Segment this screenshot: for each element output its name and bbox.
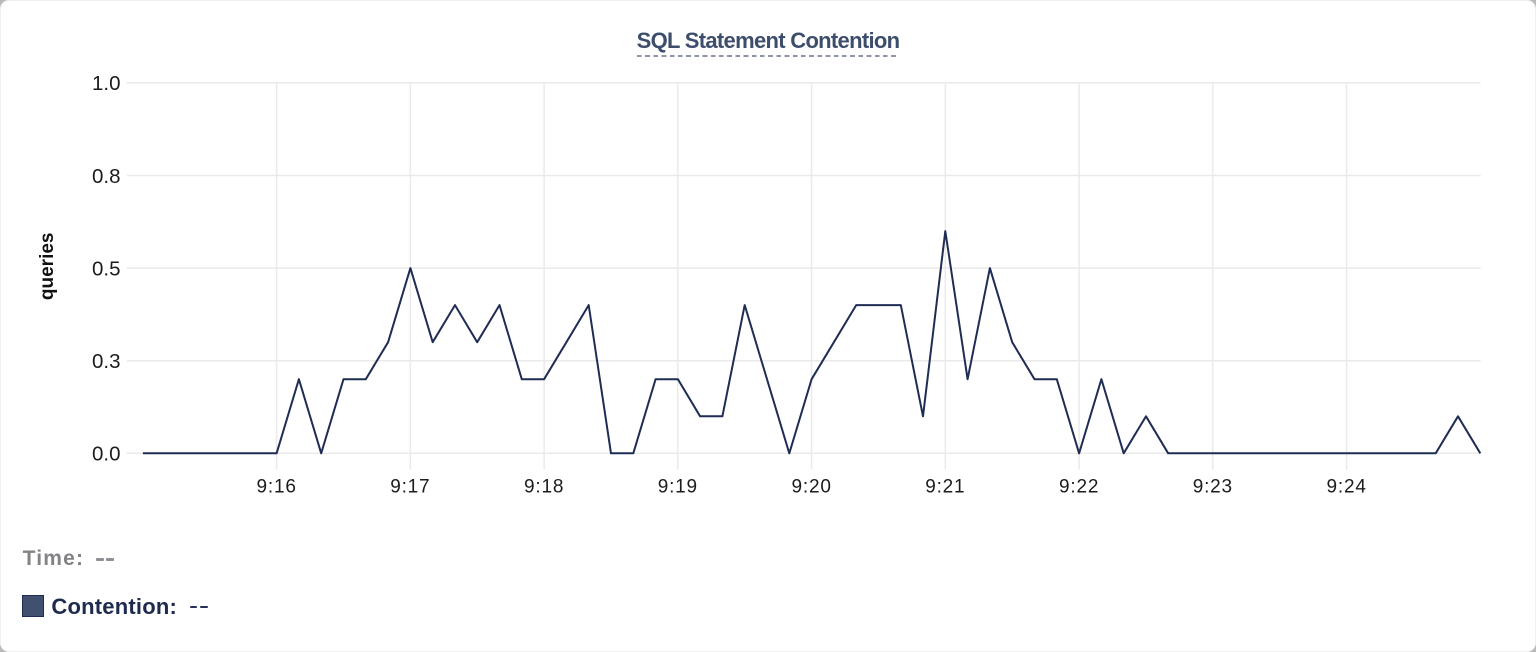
svg-text:0.8: 0.8	[92, 165, 121, 188]
svg-text:9:16: 9:16	[257, 477, 297, 498]
svg-text:0.0: 0.0	[92, 443, 121, 466]
svg-text:9:21: 9:21	[925, 477, 965, 498]
svg-text:9:24: 9:24	[1327, 477, 1367, 498]
svg-text:0.3: 0.3	[92, 350, 121, 373]
svg-text:9:22: 9:22	[1059, 477, 1099, 498]
svg-text:9:23: 9:23	[1193, 477, 1233, 498]
svg-text:9:19: 9:19	[658, 477, 698, 498]
svg-text:9:20: 9:20	[792, 477, 832, 498]
svg-text:1.0: 1.0	[92, 72, 121, 95]
svg-text:queries: queries	[37, 233, 58, 301]
svg-text:9:17: 9:17	[390, 477, 430, 498]
svg-text:0.5: 0.5	[92, 257, 121, 280]
svg-text:9:18: 9:18	[524, 477, 564, 498]
